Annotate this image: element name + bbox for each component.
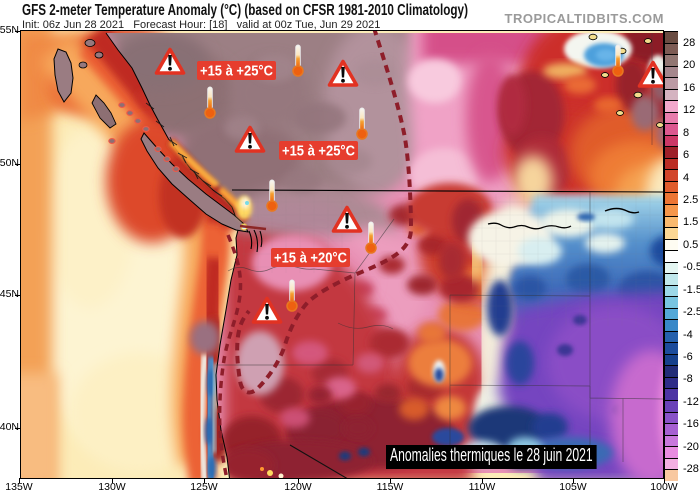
svg-text:+15 à +20°C: +15 à +20°C — [274, 251, 347, 267]
svg-text:+15 à +25°C: +15 à +25°C — [282, 144, 355, 160]
svg-text:+15 à +25°C: +15 à +25°C — [200, 64, 273, 80]
